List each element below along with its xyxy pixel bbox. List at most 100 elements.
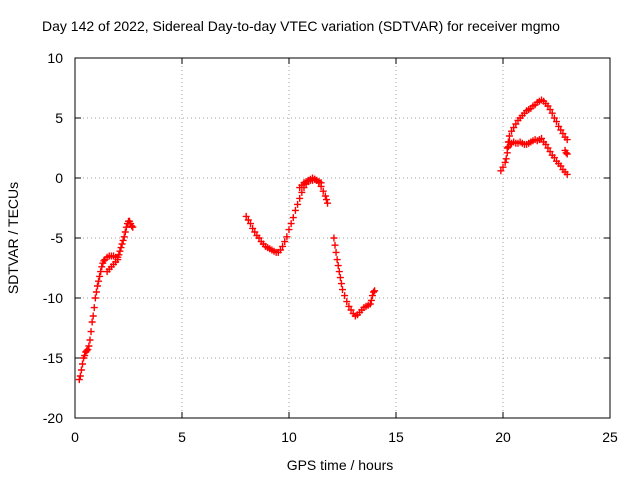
data-point bbox=[337, 280, 345, 288]
series-segment-4 bbox=[296, 174, 325, 192]
data-point bbox=[562, 149, 570, 157]
data-point bbox=[96, 272, 104, 280]
data-point bbox=[77, 366, 85, 374]
data-point bbox=[370, 288, 378, 296]
data-point bbox=[251, 228, 259, 236]
data-point bbox=[335, 268, 343, 276]
data-point bbox=[321, 192, 329, 200]
data-point bbox=[557, 126, 565, 134]
data-point bbox=[555, 122, 563, 130]
data-point bbox=[128, 222, 136, 230]
data-point bbox=[289, 214, 297, 222]
data-point bbox=[83, 347, 91, 355]
data-point bbox=[319, 187, 327, 195]
data-point bbox=[244, 216, 252, 224]
series-segment-2 bbox=[103, 217, 137, 276]
data-point bbox=[504, 138, 512, 146]
data-point bbox=[550, 154, 558, 162]
data-point bbox=[341, 292, 349, 300]
y-tick-label: -20 bbox=[43, 410, 63, 426]
data-point bbox=[85, 342, 93, 350]
x-tick-label: 25 bbox=[602, 429, 618, 445]
data-point bbox=[91, 294, 99, 302]
data-point bbox=[294, 200, 302, 208]
y-tick-label: 10 bbox=[47, 50, 63, 66]
data-point bbox=[544, 102, 552, 110]
data-point bbox=[503, 144, 511, 152]
data-point bbox=[548, 109, 556, 117]
data-point bbox=[505, 132, 513, 140]
data-point bbox=[367, 296, 375, 304]
data-point bbox=[86, 336, 94, 344]
x-tick-label: 10 bbox=[281, 429, 297, 445]
data-point bbox=[501, 158, 509, 166]
data-point bbox=[100, 257, 108, 265]
series-segment-5 bbox=[330, 234, 379, 320]
data-point bbox=[93, 282, 101, 290]
x-tick-label: 20 bbox=[495, 429, 511, 445]
x-axis-label: GPS time / hours bbox=[287, 457, 394, 473]
data-point bbox=[117, 244, 125, 252]
data-point bbox=[279, 242, 287, 250]
data-point bbox=[276, 246, 284, 254]
data-point bbox=[563, 150, 571, 158]
data-point bbox=[499, 163, 507, 171]
series-segment-1 bbox=[75, 252, 122, 384]
data-points bbox=[75, 96, 571, 384]
data-point bbox=[287, 220, 295, 228]
data-point bbox=[281, 238, 289, 246]
data-point bbox=[114, 256, 122, 264]
data-point bbox=[122, 223, 130, 231]
data-point bbox=[553, 118, 560, 126]
data-point bbox=[366, 300, 374, 308]
data-point bbox=[546, 148, 554, 156]
series-segment-3 bbox=[242, 175, 332, 256]
data-point bbox=[345, 302, 353, 310]
data-point bbox=[76, 372, 84, 380]
data-point bbox=[75, 376, 83, 384]
data-point bbox=[550, 114, 558, 122]
data-point bbox=[242, 212, 250, 220]
data-point bbox=[84, 346, 92, 354]
data-point bbox=[119, 236, 127, 244]
data-point bbox=[298, 188, 306, 196]
data-point bbox=[371, 287, 379, 295]
data-point bbox=[502, 155, 510, 163]
grid-lines bbox=[75, 58, 610, 418]
data-point bbox=[510, 124, 518, 132]
data-point bbox=[333, 256, 341, 264]
data-point bbox=[291, 206, 299, 214]
data-point bbox=[336, 274, 344, 282]
data-point bbox=[90, 304, 98, 312]
data-point bbox=[120, 233, 128, 241]
data-point bbox=[497, 167, 505, 175]
data-point bbox=[81, 352, 89, 360]
data-point bbox=[322, 196, 330, 204]
data-point bbox=[334, 262, 342, 270]
data-point bbox=[115, 251, 123, 259]
data-point bbox=[97, 268, 105, 276]
data-point bbox=[559, 130, 567, 138]
data-point bbox=[546, 106, 554, 114]
data-point bbox=[87, 328, 95, 336]
x-tick-label: 15 bbox=[388, 429, 404, 445]
data-point bbox=[92, 288, 100, 296]
data-point bbox=[512, 120, 520, 128]
data-point bbox=[544, 144, 552, 152]
data-point bbox=[343, 298, 351, 306]
data-point bbox=[88, 318, 96, 326]
data-point bbox=[368, 292, 376, 300]
data-point bbox=[249, 224, 257, 232]
data-point bbox=[538, 134, 546, 142]
chart-title: Day 142 of 2022, Sidereal Day-to-day VTE… bbox=[42, 18, 560, 34]
y-tick-label: 5 bbox=[55, 110, 63, 126]
data-point bbox=[331, 241, 339, 249]
data-point bbox=[324, 199, 332, 207]
x-tick-label: 5 bbox=[178, 429, 186, 445]
data-point bbox=[542, 140, 550, 148]
data-point bbox=[118, 240, 126, 248]
axes: 0 5 10 15 20 25 -20 -15 -10 -5 0 5 10 bbox=[43, 50, 618, 445]
data-point bbox=[317, 179, 325, 187]
data-point bbox=[285, 226, 293, 234]
data-point bbox=[508, 127, 516, 135]
